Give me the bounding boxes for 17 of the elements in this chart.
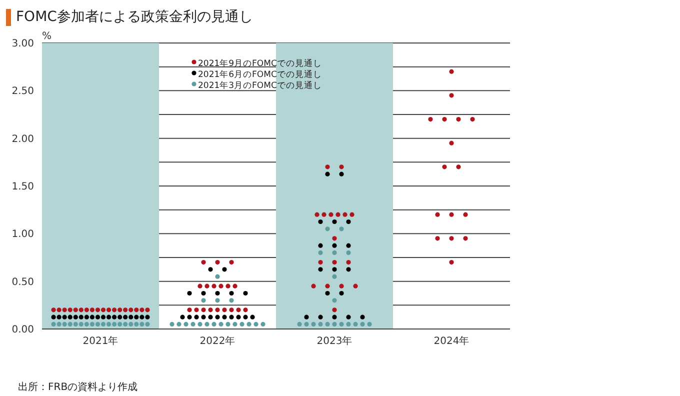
legend-label: 2021年6月のFOMCでの見通し [198, 70, 322, 80]
y-axis-title: % [42, 31, 52, 42]
y-tick-label: 1.00 [12, 229, 34, 240]
y-tick-label: 2.50 [12, 86, 34, 98]
y-tick-label: 3.00 [12, 38, 34, 50]
y-tick-label: 1.50 [12, 182, 34, 193]
y-tick-label: 0.50 [12, 276, 34, 288]
legend-label: 2021年9月のFOMCでの見通し [198, 59, 322, 69]
text: 出所：FRBの資料より作成 [18, 380, 138, 394]
x-tick-label: 2024年 [434, 335, 470, 348]
x-tick-label: 2021年 [82, 335, 118, 348]
x-tick-label: 2022年 [200, 335, 236, 348]
y-tick-label: 2.00 [12, 134, 34, 145]
y-tick-label: 0.00 [12, 324, 34, 336]
legend-label: 2021年3月のFOMCでの見通し [198, 81, 322, 91]
chart-title: FOMC参加者による政策金利の見通し [16, 9, 253, 26]
x-tick-label: 2023年 [316, 335, 352, 348]
